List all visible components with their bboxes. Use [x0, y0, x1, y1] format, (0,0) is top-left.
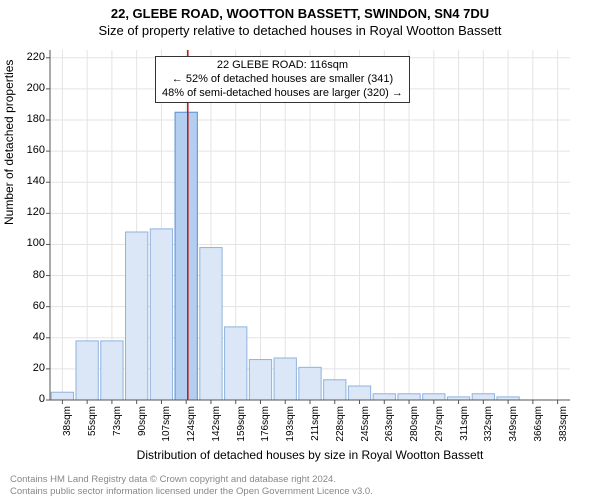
y-tick: 180 — [27, 113, 45, 125]
y-tick: 20 — [33, 362, 45, 374]
bar — [225, 327, 247, 400]
bar — [126, 232, 148, 400]
bar — [398, 394, 420, 400]
y-tick: 140 — [27, 175, 45, 187]
bar — [200, 248, 222, 400]
y-tick: 40 — [33, 331, 45, 343]
annotation-line3: 48% of semi-detached houses are larger (… — [162, 87, 403, 101]
chart-title: 22, GLEBE ROAD, WOOTTON BASSETT, SWINDON… — [0, 0, 600, 21]
chart-container: 22, GLEBE ROAD, WOOTTON BASSETT, SWINDON… — [0, 0, 600, 500]
bar — [274, 358, 296, 400]
y-tick: 60 — [33, 300, 45, 312]
bar — [51, 392, 73, 400]
bar — [299, 367, 321, 400]
bar — [423, 394, 445, 400]
bar — [150, 229, 172, 400]
x-axis-label: Distribution of detached houses by size … — [50, 448, 570, 462]
bar — [348, 386, 370, 400]
footer-text: Contains HM Land Registry data © Crown c… — [10, 474, 373, 497]
chart-subtitle: Size of property relative to detached ho… — [0, 21, 600, 38]
annotation-box: 22 GLEBE ROAD: 116sqm ← 52% of detached … — [155, 56, 410, 103]
y-tick: 200 — [27, 82, 45, 94]
bar — [175, 112, 197, 400]
footer-line2: Contains public sector information licen… — [10, 486, 373, 497]
y-tick: 0 — [39, 393, 45, 405]
annotation-line2: ← 52% of detached houses are smaller (34… — [162, 73, 403, 87]
y-axis-label: Number of detached properties — [2, 60, 16, 225]
bar — [101, 341, 123, 400]
y-tick: 120 — [27, 206, 45, 218]
footer-line1: Contains HM Land Registry data © Crown c… — [10, 474, 373, 485]
y-tick: 160 — [27, 144, 45, 156]
y-tick: 80 — [33, 269, 45, 281]
y-tick: 220 — [27, 51, 45, 63]
bar — [76, 341, 98, 400]
y-tick: 100 — [27, 237, 45, 249]
bar — [324, 380, 346, 400]
bar — [249, 360, 271, 400]
annotation-line1: 22 GLEBE ROAD: 116sqm — [162, 59, 403, 73]
bar — [472, 394, 494, 400]
bar — [373, 394, 395, 400]
